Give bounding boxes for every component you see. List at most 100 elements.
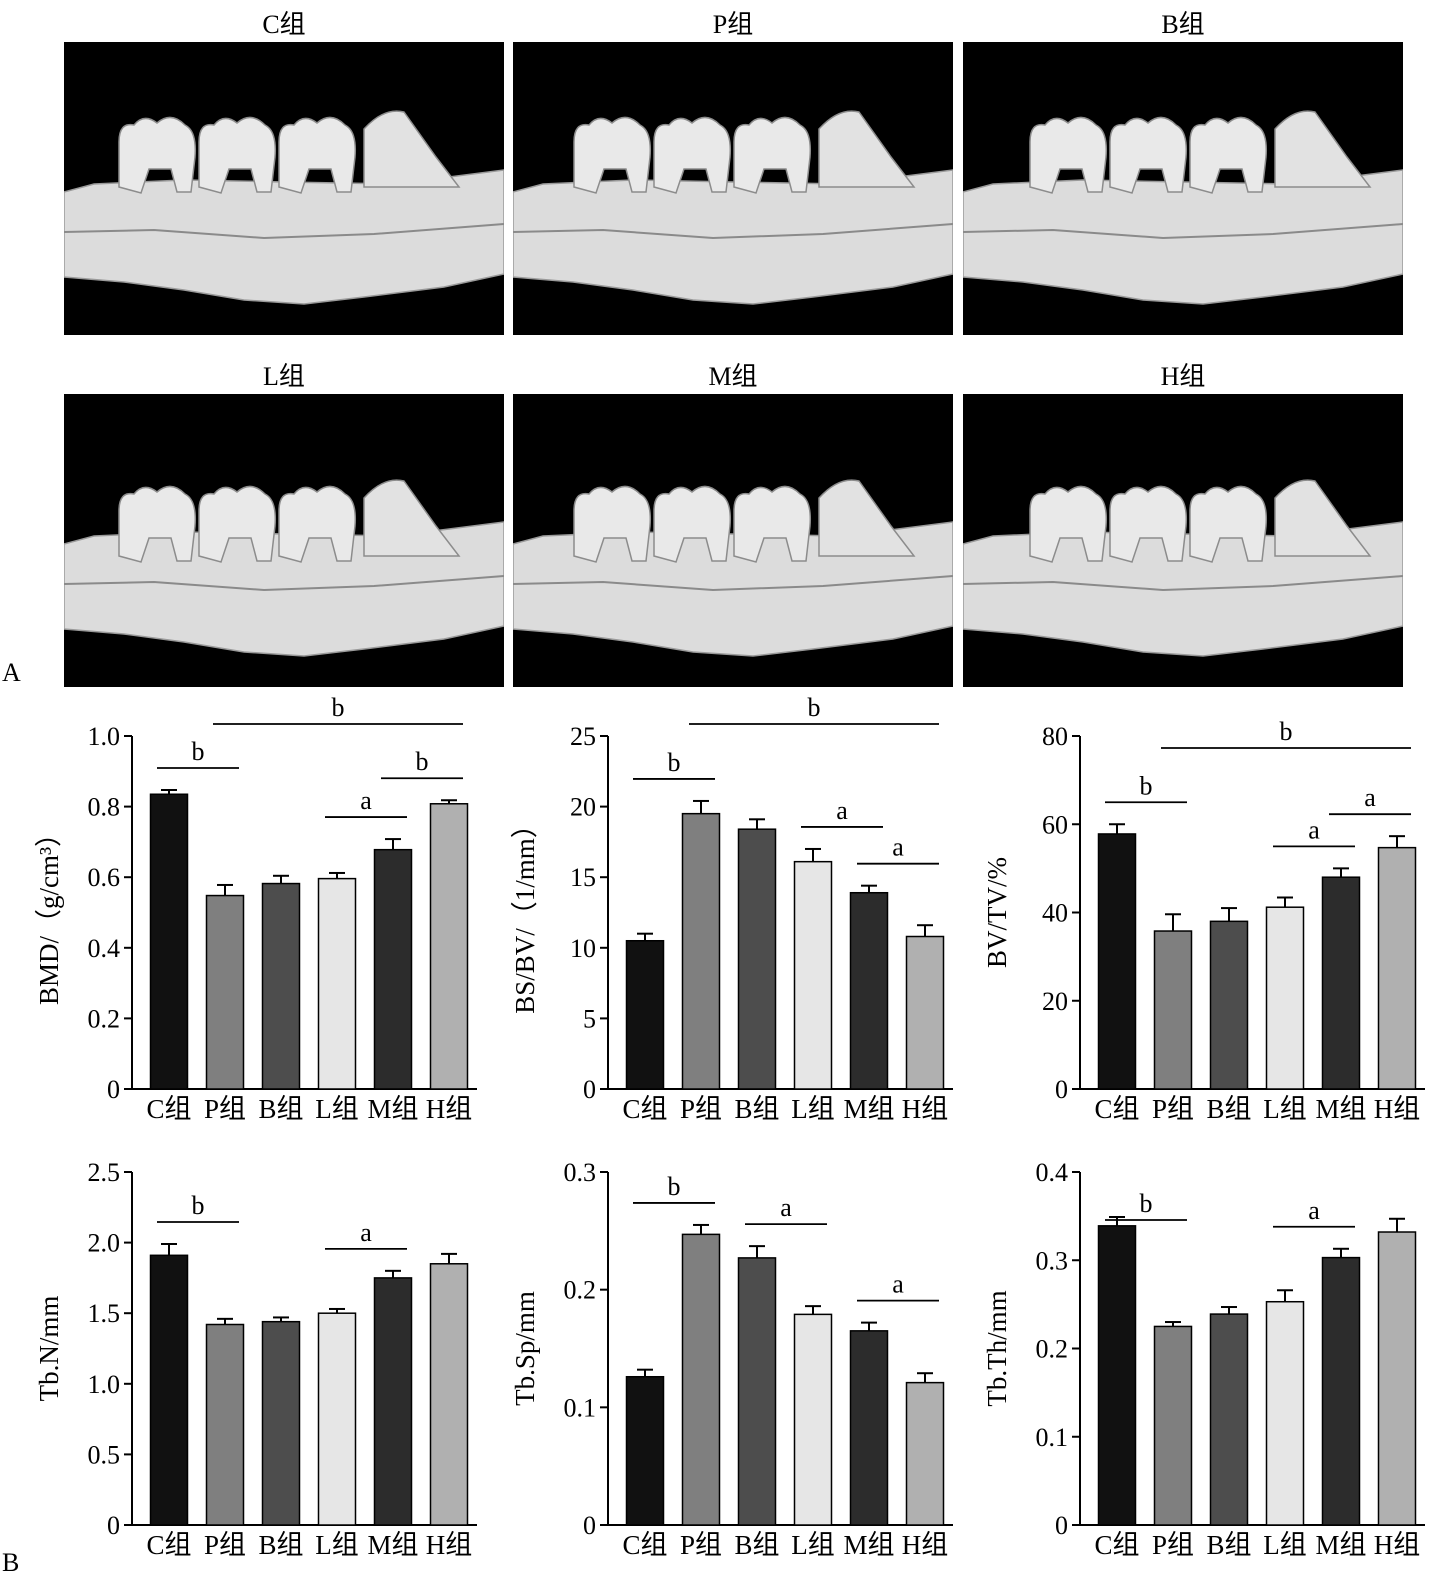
bar-6 xyxy=(905,1381,945,1526)
significance-label: b xyxy=(668,748,681,777)
x-tick-label: C组 xyxy=(1094,1530,1139,1560)
y-tick-label: 20 xyxy=(1042,987,1068,1016)
bar-1 xyxy=(625,939,665,1090)
x-tick-label: B组 xyxy=(258,1094,303,1124)
ct-image-l xyxy=(64,394,504,687)
bar-1 xyxy=(1097,1225,1137,1526)
bar-2 xyxy=(681,812,721,1090)
ct-image-h xyxy=(963,394,1403,687)
y-tick-label: 1.5 xyxy=(88,1299,121,1328)
significance-label: b xyxy=(1280,717,1293,746)
jaw-contour xyxy=(963,223,1403,240)
y-tick-label: 0.2 xyxy=(88,1004,121,1033)
bar-6 xyxy=(1377,846,1417,1090)
bar-1 xyxy=(149,793,189,1090)
y-tick-label: 0.3 xyxy=(564,1158,597,1187)
bar-5 xyxy=(849,1330,889,1526)
x-tick-label: M组 xyxy=(1315,1530,1366,1560)
bar-2 xyxy=(205,1323,245,1526)
significance-label: a xyxy=(360,1218,372,1247)
jaw-render xyxy=(963,110,1403,305)
x-tick-label: M组 xyxy=(367,1094,418,1124)
x-tick-label: L组 xyxy=(791,1094,835,1124)
y-tick-label: 1.0 xyxy=(88,722,121,751)
x-tick-label: L组 xyxy=(1263,1530,1307,1560)
y-tick-label: 0.1 xyxy=(1036,1423,1069,1452)
y-tick-label: 0 xyxy=(107,1511,120,1540)
x-tick-label: B组 xyxy=(258,1530,303,1560)
bar-3 xyxy=(737,1257,777,1526)
ramus xyxy=(818,479,916,557)
x-tick-label: L组 xyxy=(791,1530,835,1560)
y-axis-label: BS/BV/（1/mm） xyxy=(510,811,540,1014)
molar-3 xyxy=(278,116,357,194)
significance-label: b xyxy=(1140,771,1153,800)
y-tick-label: 0.2 xyxy=(1036,1335,1069,1364)
significance-label: a xyxy=(1308,815,1320,844)
x-tick-label: C组 xyxy=(622,1094,667,1124)
x-tick-label: M组 xyxy=(843,1094,894,1124)
jaw-render xyxy=(64,479,504,657)
y-tick-label: 60 xyxy=(1042,810,1068,839)
molar-1 xyxy=(573,485,652,563)
bar-2 xyxy=(681,1233,721,1526)
molar-2 xyxy=(1109,116,1188,194)
x-tick-label: P组 xyxy=(1152,1530,1194,1560)
x-tick-label: L组 xyxy=(315,1530,359,1560)
x-tick-label: C组 xyxy=(146,1530,191,1560)
x-tick-label: C组 xyxy=(622,1530,667,1560)
bar-3 xyxy=(261,882,301,1090)
x-tick-label: H组 xyxy=(902,1094,949,1124)
molar-3 xyxy=(1189,116,1268,194)
bar-4 xyxy=(317,1312,357,1526)
significance-label: a xyxy=(836,796,848,825)
molar-3 xyxy=(733,116,812,194)
chart-5: 0 0.1 0.2 0.3 Tb.Sp/mm C组 P组 B组 L组 M组 H组 b a a xyxy=(510,1158,953,1560)
y-tick-label: 0.4 xyxy=(88,934,121,963)
ramus xyxy=(1274,110,1372,188)
bar-5 xyxy=(1321,1256,1361,1526)
image-title-b: B组 xyxy=(1161,10,1205,39)
jaw-contour xyxy=(64,223,504,240)
significance-label: a xyxy=(780,1193,792,1222)
y-axis-label: Tb.N/mm xyxy=(34,1296,64,1402)
ramus xyxy=(363,479,461,557)
jaw-render xyxy=(513,110,953,305)
x-tick-label: H组 xyxy=(902,1530,949,1560)
image-title-c: C组 xyxy=(262,10,306,39)
y-tick-label: 2.0 xyxy=(88,1229,121,1258)
y-tick-label: 25 xyxy=(570,722,596,751)
bar-2 xyxy=(1153,930,1193,1090)
bar-1 xyxy=(625,1375,665,1526)
y-tick-label: 0.6 xyxy=(88,863,121,892)
panel-label-a: A xyxy=(2,658,21,687)
bar-4 xyxy=(1265,1300,1305,1526)
x-tick-label: M组 xyxy=(367,1530,418,1560)
x-tick-label: P组 xyxy=(204,1094,246,1124)
molar-1 xyxy=(573,116,652,194)
bar-4 xyxy=(1265,906,1305,1090)
bar-5 xyxy=(849,891,889,1090)
bar-2 xyxy=(1153,1325,1193,1526)
x-tick-label: H组 xyxy=(426,1530,473,1560)
bar-1 xyxy=(1097,833,1137,1090)
image-title-h: H组 xyxy=(1160,362,1206,391)
significance-label: b xyxy=(668,1172,681,1201)
bar-6 xyxy=(905,935,945,1090)
bar-6 xyxy=(1377,1231,1417,1526)
y-tick-label: 0 xyxy=(1055,1075,1068,1104)
y-tick-label: 10 xyxy=(570,934,596,963)
x-tick-label: C组 xyxy=(146,1094,191,1124)
ct-image-b xyxy=(963,42,1403,335)
molar-2 xyxy=(198,485,277,563)
significance-label: b xyxy=(416,747,429,776)
y-tick-label: 1.0 xyxy=(88,1370,121,1399)
chart-1: 0 0.2 0.4 0.6 0.8 1.0 BMD/（g/cm³） C组 P组 B组 L组 M组 H组 b… xyxy=(34,693,477,1124)
x-tick-label: L组 xyxy=(315,1094,359,1124)
y-tick-label: 0.3 xyxy=(1036,1246,1069,1275)
molar-1 xyxy=(118,485,197,563)
x-tick-label: H组 xyxy=(1374,1530,1421,1560)
molar-2 xyxy=(653,485,732,563)
molar-1 xyxy=(1029,485,1108,563)
